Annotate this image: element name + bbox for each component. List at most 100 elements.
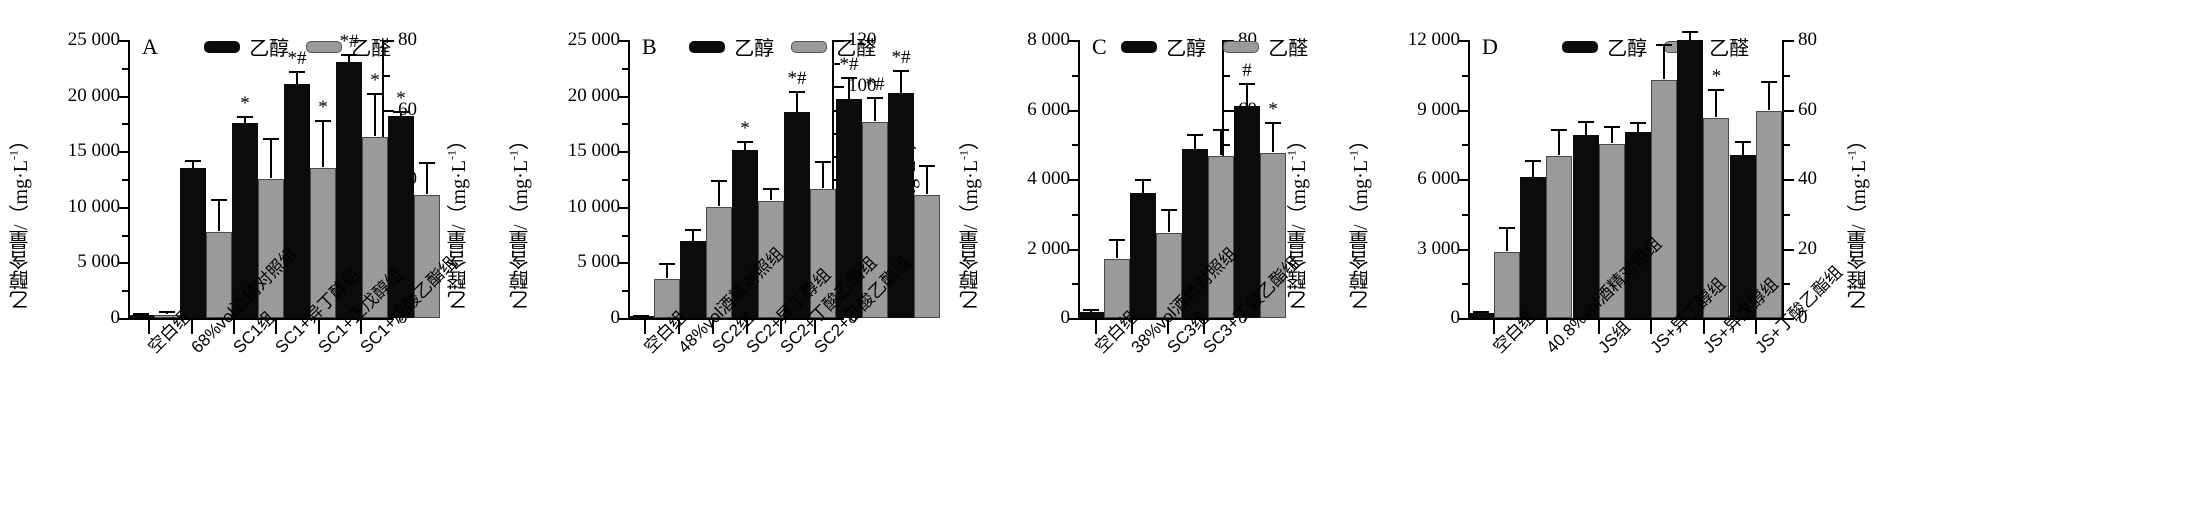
- bar-acetaldehyde: [258, 138, 284, 318]
- y-tick-minor: [622, 234, 628, 237]
- x-tick: [1650, 320, 1653, 334]
- bar-acetaldehyde: *#: [862, 75, 888, 318]
- bar-acetaldehyde: [758, 188, 784, 318]
- error-bar: [1473, 311, 1490, 314]
- bar-group: [680, 40, 732, 318]
- y-tick-minor: [1072, 144, 1078, 147]
- y2-tick-label: 60: [398, 98, 417, 120]
- significance-marker: *: [370, 69, 380, 91]
- y-tick-label: 25 000: [67, 29, 120, 50]
- bar-ethanol: *#: [836, 55, 862, 318]
- y-tick-major: [618, 95, 628, 98]
- bar-group: [1520, 40, 1573, 318]
- x-tick: [1702, 320, 1705, 334]
- bar-ethanol: [180, 160, 206, 318]
- y-tick-label: 2 000: [1027, 237, 1070, 259]
- significance-marker: *: [396, 88, 406, 110]
- y2-tick-minor: [1784, 213, 1790, 216]
- x-axis-baseline: [628, 318, 834, 320]
- significance-marker: *#: [339, 31, 359, 53]
- error-bar: [1187, 133, 1203, 150]
- legend-label-ethanol: 乙醇: [1166, 38, 1207, 60]
- error-bar: [1499, 226, 1516, 251]
- y-tick-major: [1068, 109, 1078, 112]
- y-axis-left-spine: [628, 40, 630, 320]
- y-axis-left-tick-labels: 0 5 000 10 000 15 000 20 000 25 000: [530, 0, 620, 507]
- legend-label-acetaldehyde: 乙醛: [1268, 38, 1309, 60]
- x-tick: [1167, 320, 1169, 334]
- bar-groups: * *# *# *# *#: [628, 40, 940, 318]
- y-tick-minor: [1462, 74, 1468, 77]
- error-bar: [1525, 160, 1542, 177]
- y-tick-label: 8 000: [1027, 29, 1070, 50]
- y-tick-minor: [1072, 283, 1078, 286]
- y-tick-minor: [1462, 213, 1468, 216]
- x-tick: [1493, 320, 1496, 334]
- bar-ethanol: [1468, 311, 1495, 318]
- error-bar: [893, 70, 909, 94]
- legend-swatch-ethanol: [1562, 40, 1599, 53]
- y-tick-minor: [622, 290, 628, 293]
- legend-label-ethanol: 乙醇: [249, 38, 290, 60]
- error-bar: [237, 115, 253, 124]
- y2-tick-minor: [1224, 144, 1230, 147]
- y-tick-major: [618, 262, 628, 265]
- y-tick-major: [1458, 109, 1468, 112]
- error-bar: [1109, 238, 1125, 258]
- bar-ethanol: [1677, 30, 1704, 318]
- y2-tick-major: [1784, 318, 1794, 320]
- bar-group: *# *: [284, 40, 336, 318]
- bar-group: [1625, 40, 1678, 318]
- x-tick: [780, 320, 782, 334]
- error-bar: [263, 138, 279, 178]
- y-tick-major: [1068, 248, 1078, 251]
- significance-marker: *: [1268, 99, 1278, 121]
- y-tick-label: 4 000: [1027, 168, 1070, 189]
- error-bar: [685, 229, 701, 242]
- y2-tick-label: 120: [848, 29, 877, 50]
- bar-ethanol: [1078, 308, 1104, 318]
- y-axis-left-spine: [128, 40, 130, 320]
- x-tick: [1754, 320, 1757, 334]
- y-axis-left-tick-labels: 0 2 000 4 000 6 000 8 000: [980, 0, 1070, 507]
- error-bar: [1630, 122, 1647, 132]
- x-tick: [317, 320, 320, 334]
- y-tick-minor: [122, 67, 128, 70]
- y2-tick-minor: [1224, 74, 1230, 77]
- plot-area-C: # *: [1078, 40, 1286, 318]
- panel-letter: B: [642, 34, 657, 59]
- y-tick-major: [118, 206, 128, 209]
- error-bar: [1577, 121, 1594, 135]
- error-bar: [133, 313, 149, 316]
- panel-B: 乙醇含量/（mg·L-1） 0 5 000 10 000 15 000 20 000 25 …: [500, 0, 950, 507]
- error-bar: [211, 198, 227, 231]
- error-bar: [1265, 122, 1281, 152]
- y2-tick-major: [1224, 318, 1234, 320]
- y-tick-major: [1068, 179, 1078, 181]
- y-axis-right-spine: [832, 40, 834, 320]
- y-tick-major: [118, 318, 128, 320]
- y2-tick-label: 60: [1798, 98, 1817, 120]
- bar-ethanol: [1625, 122, 1652, 318]
- x-axis-category-labels: 空白组 48%vol酒精对照组 SC2组 SC2+异丁醇组 SC2+丁酸乙酯组 SC2+己…: [500, 0, 950, 507]
- y-tick-label: 0: [1450, 307, 1461, 328]
- error-bar: [159, 311, 175, 314]
- error-bar: [1135, 179, 1151, 193]
- bar-group: [628, 40, 680, 318]
- legend: 乙醇 乙醛: [689, 32, 884, 61]
- panel-letter: A: [142, 34, 158, 59]
- plot-area-D: *: [1468, 30, 1782, 318]
- significance-marker: *: [318, 96, 328, 118]
- error-bar: [659, 262, 675, 278]
- y-tick-label: 0: [1060, 307, 1071, 328]
- bar-ethanol: [1520, 160, 1547, 318]
- bar-group: [180, 40, 232, 318]
- error-bar: [341, 54, 357, 63]
- bar-ethanol: *#: [888, 48, 914, 318]
- legend-label-acetaldehyde: 乙醛: [836, 38, 877, 60]
- bar-ethanol: [1729, 140, 1756, 318]
- y-tick-label: 10 000: [67, 195, 120, 217]
- x-axis-baseline: [1468, 318, 1784, 320]
- error-bar: [789, 91, 805, 113]
